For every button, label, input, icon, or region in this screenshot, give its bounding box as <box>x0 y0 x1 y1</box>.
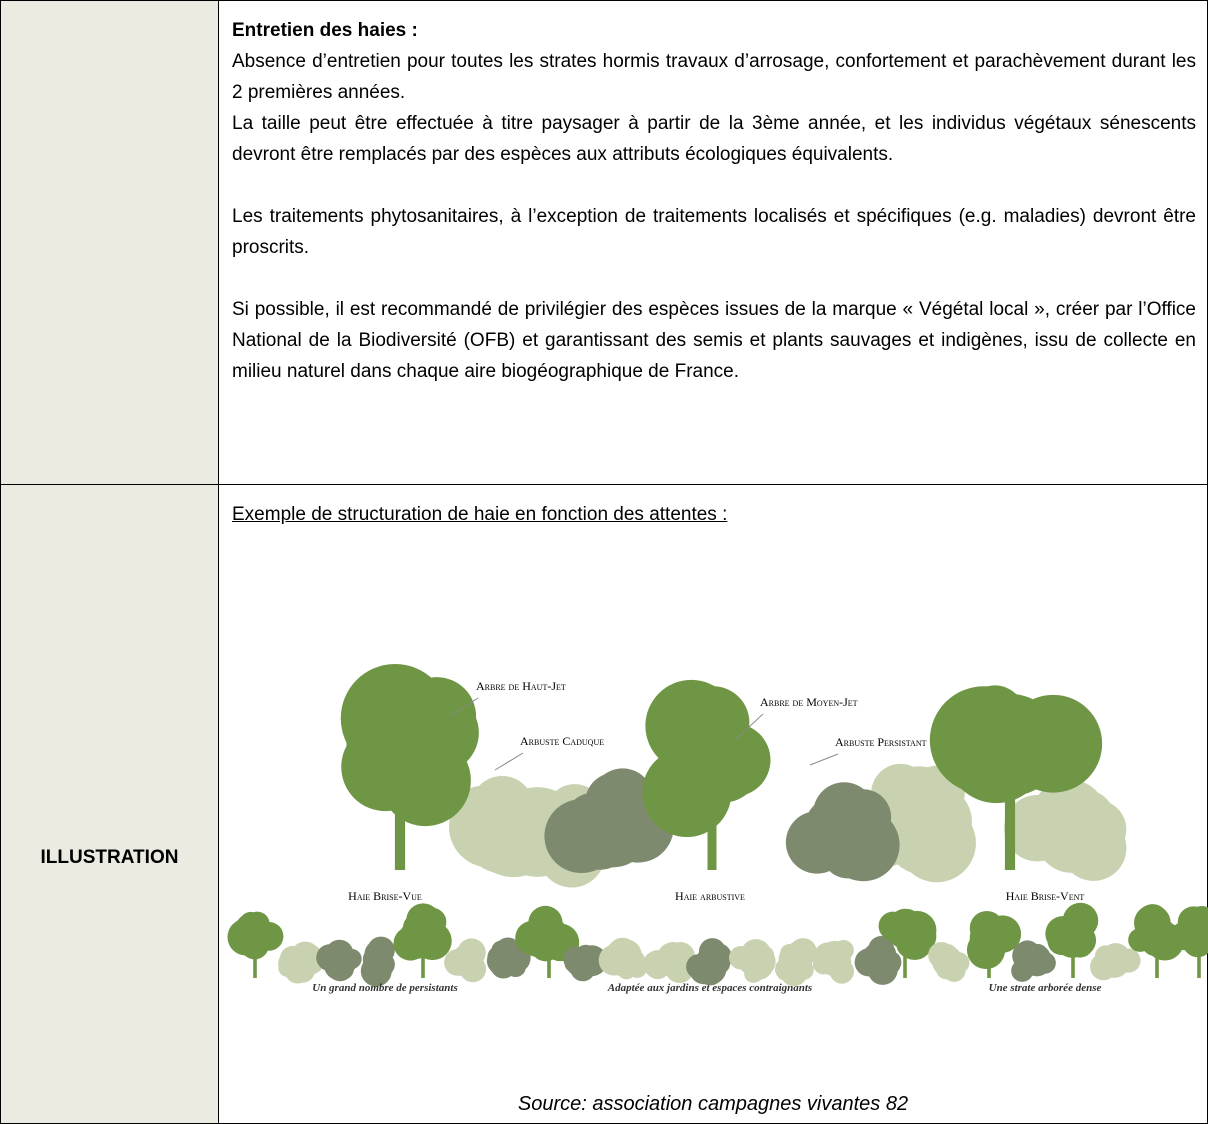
tree-crown <box>645 679 738 772</box>
shrub <box>453 946 484 977</box>
tree-crown <box>239 911 263 935</box>
tree-crown <box>878 911 908 941</box>
leader-line <box>809 753 839 766</box>
figure-label: Arbuste Caduque <box>520 734 604 748</box>
shrub <box>804 796 870 861</box>
tree-crown <box>1045 915 1081 952</box>
figure-label: Arbuste Persistant <box>835 735 927 749</box>
tree-crown <box>416 923 439 946</box>
shrub <box>1004 795 1071 862</box>
shrub <box>1021 953 1040 971</box>
trunk <box>1004 745 1016 870</box>
shrub <box>493 950 513 970</box>
hedge-caption: Adaptée aux jardins et espaces contraign… <box>607 982 812 994</box>
tree-crown <box>1188 906 1208 933</box>
shrub <box>323 950 355 981</box>
shrub <box>743 950 774 980</box>
shrub <box>622 948 641 967</box>
heading: Exemple de structuration de haie en fonc… <box>232 504 728 525</box>
tree-crown <box>973 927 1001 954</box>
paragraph: Si possible, il est recommandé de privil… <box>232 299 1196 382</box>
tree-crown <box>945 701 1047 804</box>
hedge-caption: Un grand nombre de persistants <box>312 982 457 994</box>
leader-line <box>449 697 479 717</box>
leader-line <box>494 752 524 771</box>
shrub <box>696 957 724 986</box>
shrub <box>470 775 534 840</box>
hedge-name: Haie Brise-Vue <box>348 889 422 903</box>
shrub <box>825 942 850 968</box>
hedge-name: Haie arbustive <box>675 889 745 903</box>
tree-crown <box>254 921 284 951</box>
shrub <box>885 789 950 854</box>
shrub <box>657 945 688 976</box>
shrub <box>1099 948 1130 978</box>
row-label: ILLUSTRATION <box>40 847 179 868</box>
tree-crown <box>358 705 466 812</box>
hedge-caption: Une strate arborée dense <box>989 982 1102 994</box>
shrub <box>937 952 958 972</box>
source: Source: association campagnes vivantes 8… <box>517 1093 909 1115</box>
label-cell: ILLUSTRATION <box>0 484 219 1124</box>
label-cell <box>0 0 219 485</box>
tree-crown <box>552 925 574 947</box>
shrub <box>371 952 392 972</box>
shrub <box>1060 815 1127 881</box>
figure-label: Arbre de Haut-Jet <box>476 679 566 693</box>
shrub <box>785 940 813 968</box>
hedge-name: Haie Brise-Vent <box>1006 889 1085 903</box>
tree-crown <box>1143 917 1176 950</box>
figure-label: Arbre de Moyen-Jet <box>760 695 858 709</box>
shrub <box>866 954 893 981</box>
paragraph: La taille peut être effectuée à titre pa… <box>232 113 1196 165</box>
heading: Entretien des haies : <box>232 20 418 41</box>
shrub <box>569 945 600 976</box>
shrub <box>577 798 643 865</box>
paragraph: Les traitements phytosanitaires, à l’exc… <box>232 206 1196 258</box>
paragraph: Absence d’entretien pour toutes les stra… <box>232 51 1196 103</box>
shrub <box>294 946 312 964</box>
leader-line <box>734 713 764 741</box>
